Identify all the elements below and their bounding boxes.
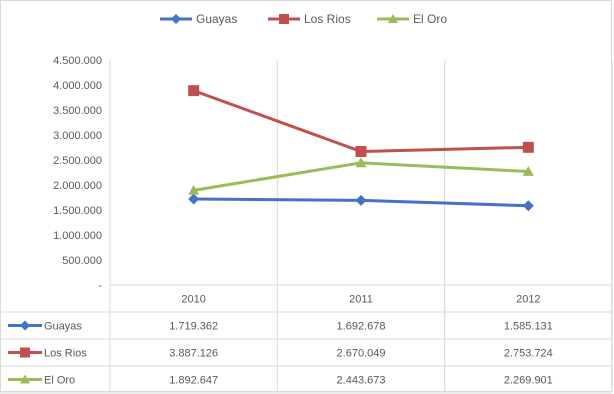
y-tick-label: 4.500.000: [53, 55, 102, 67]
y-tick-label: 3.000.000: [53, 130, 102, 142]
legend-label: El Oro: [413, 12, 447, 26]
table-data-value: 2.269.901: [504, 375, 553, 387]
table-data-value: 2.753.724: [504, 348, 553, 360]
x-category-label: 2010: [181, 294, 205, 306]
x-category-label: 2012: [516, 294, 540, 306]
y-tick-label: 3.500.000: [53, 105, 102, 117]
table-series-name: Guayas: [44, 321, 82, 333]
table-data-value: 1.892.647: [169, 375, 218, 387]
legend-key-marker: [279, 14, 289, 24]
legend-key-marker: [171, 14, 181, 24]
data-point: [522, 166, 534, 176]
table-legend-key-marker: [20, 347, 30, 358]
y-tick-label: 500.000: [62, 255, 102, 267]
table-data-value: 2.443.673: [337, 375, 386, 387]
table-data-value: 3.887.126: [169, 348, 218, 360]
y-tick-label: 2.500.000: [53, 155, 102, 167]
data-point: [188, 184, 200, 195]
data-point: [355, 194, 367, 206]
legend-label: Los Rios: [304, 12, 351, 26]
legend-key-marker: [388, 14, 398, 23]
y-tick-label: -: [98, 280, 102, 292]
table-data-value: 2.670.049: [337, 348, 386, 360]
y-tick-label: 1.500.000: [53, 205, 102, 217]
data-point: [522, 141, 534, 153]
x-category-label: 2011: [349, 294, 373, 306]
table-series-name: Los Rios: [44, 348, 87, 360]
data-point: [355, 145, 367, 157]
data-point: [188, 193, 200, 205]
y-tick-label: 1.000.000: [53, 230, 102, 242]
table-data-value: 1.692.678: [337, 321, 386, 333]
series-line: [193, 89, 529, 153]
y-tick-label: 2.000.000: [53, 180, 102, 192]
table-legend-key-marker: [20, 320, 30, 331]
table-series-name: El Oro: [44, 375, 75, 387]
legend-label: Guayas: [196, 12, 237, 26]
table-data-value: 1.719.362: [169, 321, 218, 333]
y-tick-label: 4.000.000: [53, 80, 102, 92]
data-point: [522, 200, 534, 212]
table-data-value: 1.585.131: [504, 321, 553, 333]
data-point: [188, 85, 200, 97]
data-point: [355, 157, 367, 168]
table-legend-key-marker: [20, 374, 30, 384]
